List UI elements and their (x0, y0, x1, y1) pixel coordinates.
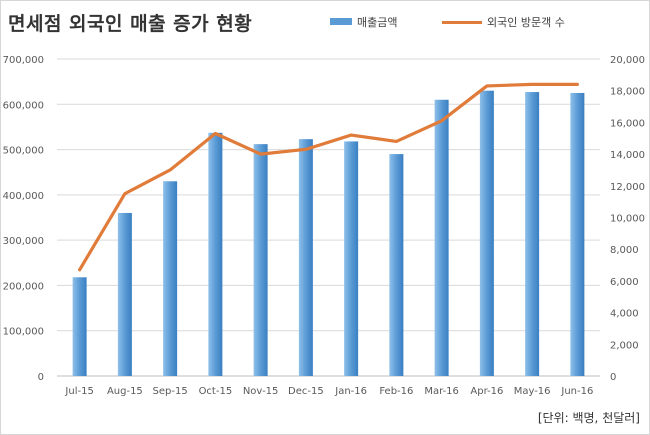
x-tick-label: Feb-16 (379, 386, 413, 397)
y-left-tick-label: 700,000 (3, 55, 44, 66)
x-tick-label: Oct-15 (199, 386, 233, 397)
bar (570, 92, 585, 376)
y-left-tick-label: 0 (38, 372, 44, 383)
y-right-tick-label: 20,000 (610, 55, 645, 66)
y-left-tick-label: 400,000 (3, 191, 44, 202)
x-tick-label: Mar-16 (424, 386, 459, 397)
y-right-tick-label: 18,000 (610, 87, 645, 98)
bar (253, 144, 268, 376)
x-tick-label: Aug-15 (107, 386, 143, 397)
bar (208, 132, 223, 376)
bar (117, 212, 132, 376)
bar (525, 92, 540, 377)
series-line (78, 82, 579, 272)
x-tick-label: Dec-15 (288, 386, 324, 397)
x-tick-label: Jul-15 (64, 386, 93, 397)
y-right-tick-label: 10,000 (610, 214, 645, 225)
y-right-tick-label: 12,000 (610, 182, 645, 193)
legend-line-label: 외국인 방문객 수 (487, 16, 565, 29)
y-right-tick-label: 0 (610, 372, 616, 383)
bar (72, 277, 87, 376)
chart-title: 면세점 외국인 매출 증가 현황 (8, 13, 253, 35)
y-right-tick-label: 14,000 (610, 150, 645, 161)
y-left-tick-label: 100,000 (3, 327, 44, 338)
bar (344, 141, 359, 376)
legend-bar-label: 매출금액 (357, 16, 398, 29)
x-tick-label: Jun-16 (560, 386, 593, 397)
x-tick-label: May-16 (514, 386, 551, 397)
bar (434, 99, 449, 376)
bar (298, 139, 313, 376)
y-right-tick-label: 6,000 (610, 277, 639, 288)
y-right-tick-label: 16,000 (610, 118, 645, 129)
y-left-tick-label: 600,000 (3, 100, 44, 111)
y-left-tick-label: 200,000 (3, 281, 44, 292)
legend-bar-swatch (330, 18, 352, 25)
y-right-tick-label: 4,000 (610, 309, 639, 320)
bar (479, 90, 494, 376)
y-right-tick-label: 8,000 (610, 245, 639, 256)
y-left-tick-label: 300,000 (3, 236, 44, 247)
y-right-tick-label: 2,000 (610, 340, 639, 351)
legend-line-swatch (442, 21, 482, 24)
bar (163, 181, 178, 376)
y-left-tick-label: 500,000 (3, 146, 44, 157)
x-tick-label: Nov-15 (243, 386, 279, 397)
x-tick-label: Jan-16 (334, 386, 367, 397)
x-tick-label: Apr-16 (470, 386, 503, 397)
bar (389, 154, 404, 376)
unit-note: [단위: 백명, 천달러] (537, 411, 640, 425)
x-tick-label: Sep-15 (153, 386, 188, 397)
